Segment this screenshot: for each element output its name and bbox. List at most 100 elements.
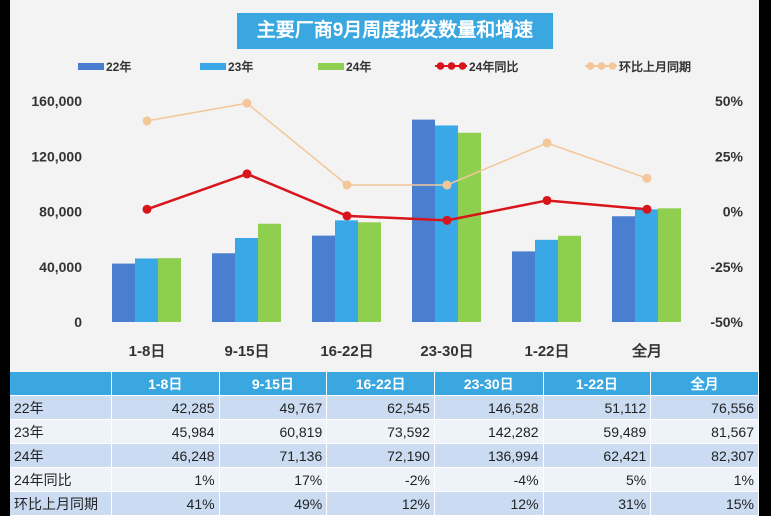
- right-axis-tick: -25%: [710, 259, 743, 275]
- table-row: 环比上月同期 41% 49% 12% 12% 31% 15%: [10, 491, 759, 516]
- table-cell: 73,592: [326, 419, 435, 444]
- table-cell: 142,282: [434, 419, 544, 444]
- table-header: 16-22日: [326, 372, 435, 396]
- bar-24年: [158, 258, 181, 322]
- table-cell: 41%: [111, 491, 220, 516]
- x-axis-tick: 1-22日: [524, 343, 569, 360]
- table-header: [10, 372, 112, 396]
- table-row: 24年同比 1% 17% -2% -4% 5% 1%: [10, 467, 759, 492]
- table-cell: 31%: [543, 491, 652, 516]
- legend-swatch: [585, 62, 617, 70]
- table-cell: 46,248: [111, 443, 220, 468]
- table-header: 1-8日: [111, 372, 220, 396]
- legend-swatch: [318, 62, 344, 70]
- row-label: 环比上月同期: [10, 491, 112, 516]
- bar-23年: [135, 258, 158, 322]
- point-环比上月同期: [642, 173, 652, 183]
- table-cell: -4%: [434, 467, 544, 492]
- legend-label: 环比上月同期: [619, 59, 692, 74]
- x-axis-tick: 1-8日: [129, 343, 166, 360]
- table-header: 9-15日: [219, 372, 328, 396]
- table-cell: -2%: [326, 467, 435, 492]
- point-24年同比: [142, 204, 152, 214]
- left-axis-tick: 80,000: [39, 204, 82, 220]
- point-环比上月同期: [142, 116, 152, 126]
- table-cell: 45,984: [111, 419, 220, 444]
- table-cell: 51,112: [543, 395, 652, 420]
- point-24年同比: [642, 204, 652, 214]
- table-cell: 71,136: [219, 443, 328, 468]
- data-table: 1-8日 9-15日 16-22日 23-30日 1-22日 全月 22年 42,285 49,…: [10, 372, 759, 516]
- bar-22年: [412, 119, 435, 322]
- point-环比上月同期: [242, 98, 252, 108]
- bar-24年: [458, 132, 481, 322]
- legend-label: 23年: [228, 59, 254, 74]
- legend-swatch: [78, 62, 104, 70]
- point-环比上月同期: [342, 180, 352, 190]
- table-cell: 42,285: [111, 395, 220, 420]
- bar-23年: [335, 220, 358, 322]
- left-axis-tick: 160,000: [31, 93, 82, 109]
- legend-label: 24年: [346, 59, 372, 74]
- chart-panel: 主要厂商9月周度批发数量和增速 22年 23年 24年 24年同比 环比上月同期 0 40…: [10, 0, 759, 516]
- point-环比上月同期: [442, 180, 452, 190]
- right-axis-tick: -50%: [710, 314, 743, 330]
- bar-22年: [212, 253, 235, 322]
- bar-22年: [312, 235, 335, 322]
- table-cell: 49%: [219, 491, 328, 516]
- bar-23年: [635, 209, 658, 322]
- point-环比上月同期: [542, 138, 552, 148]
- table-header: 全月: [650, 372, 759, 396]
- table-cell: 12%: [434, 491, 544, 516]
- legend: 22年 23年 24年 24年同比 环比上月同期: [10, 56, 759, 76]
- left-axis-tick: 0: [74, 314, 82, 330]
- line-24年同比: [146, 172, 648, 222]
- point-24年同比: [242, 169, 252, 179]
- table-cell: 62,421: [543, 443, 652, 468]
- bar-24年: [558, 235, 581, 322]
- x-axis-tick: 9-15日: [224, 343, 269, 360]
- table-header: 23-30日: [434, 372, 544, 396]
- x-axis-tick: 16-22日: [320, 343, 373, 360]
- line-环比上月同期: [146, 102, 648, 186]
- bar-23年: [235, 237, 258, 322]
- x-axis-tick: 23-30日: [420, 343, 473, 360]
- row-label: 24年同比: [10, 467, 112, 492]
- table-cell: 82,307: [650, 443, 759, 468]
- table-cell: 59,489: [543, 419, 652, 444]
- row-label: 23年: [10, 419, 112, 444]
- right-axis-tick: 25%: [715, 148, 744, 164]
- x-axis-tick: 全月: [631, 342, 662, 360]
- bar-22年: [612, 216, 635, 322]
- table-header: 1-22日: [543, 372, 652, 396]
- bar-22年: [512, 251, 535, 322]
- point-24年同比: [342, 211, 352, 221]
- table-cell: 72,190: [326, 443, 435, 468]
- row-label: 24年: [10, 443, 112, 468]
- table-cell: 49,767: [219, 395, 328, 420]
- chart-title: 主要厂商9月周度批发数量和增速: [237, 13, 553, 49]
- table-row: 22年 42,285 49,767 62,545 146,528 51,112 76,556: [10, 395, 759, 420]
- legend-swatch: [200, 62, 226, 70]
- bar-24年: [258, 223, 281, 322]
- right-axis-tick: 50%: [715, 93, 744, 109]
- table-cell: 81,567: [650, 419, 759, 444]
- left-axis-tick: 40,000: [39, 259, 82, 275]
- table-cell: 146,528: [434, 395, 544, 420]
- legend-item: 23年: [200, 56, 253, 76]
- table-cell: 12%: [326, 491, 435, 516]
- table-cell: 1%: [650, 467, 759, 492]
- table-cell: 60,819: [219, 419, 328, 444]
- bar-22年: [112, 263, 135, 322]
- legend-item: 22年: [78, 56, 131, 76]
- table-cell: 62,545: [326, 395, 435, 420]
- table-cell: 5%: [543, 467, 652, 492]
- point-24年同比: [542, 195, 552, 205]
- table-row: 24年 46,248 71,136 72,190 136,994 62,421 82,307: [10, 443, 759, 468]
- legend-item: 24年: [318, 56, 371, 76]
- legend-swatch: [435, 62, 467, 70]
- right-axis-tick: 0%: [723, 204, 744, 220]
- table-cell: 17%: [219, 467, 328, 492]
- legend-label: 22年: [106, 59, 132, 74]
- bar-23年: [535, 239, 558, 322]
